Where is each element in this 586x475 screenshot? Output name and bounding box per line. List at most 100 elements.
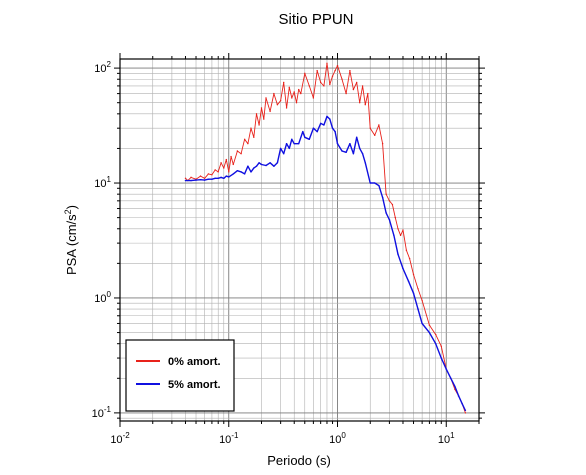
series-1-point bbox=[454, 385, 456, 388]
series-0-point bbox=[385, 193, 387, 195]
series-0-point bbox=[334, 69, 336, 72]
series-1-point bbox=[236, 170, 239, 172]
series-0-point bbox=[336, 64, 339, 67]
series-0-point bbox=[269, 110, 271, 113]
series-0-point bbox=[243, 138, 246, 141]
series-1-point bbox=[326, 115, 328, 118]
series-1-point bbox=[402, 267, 404, 270]
series-1-point bbox=[440, 357, 442, 359]
series-1-point bbox=[291, 138, 293, 141]
series-1-point bbox=[352, 152, 355, 155]
series-0-point bbox=[308, 85, 310, 87]
y-tick-label-base: 10 bbox=[94, 63, 106, 75]
series-0-point bbox=[240, 152, 242, 155]
series-1-point bbox=[388, 218, 391, 221]
series-1-point bbox=[279, 147, 282, 150]
series-0-point bbox=[228, 171, 230, 173]
series-0-point bbox=[374, 134, 376, 137]
series-line-1 bbox=[185, 115, 467, 411]
series-0-point bbox=[282, 81, 285, 84]
series-0-point bbox=[388, 200, 391, 202]
series-1-point bbox=[253, 167, 255, 169]
series-1-point bbox=[412, 292, 415, 294]
series-0-point bbox=[394, 216, 397, 219]
y-tick-label-exponent: 1 bbox=[107, 175, 112, 184]
series-0-point bbox=[329, 83, 331, 86]
series-0-point bbox=[352, 88, 355, 91]
series-0-point bbox=[265, 97, 267, 99]
series-line-0 bbox=[185, 62, 466, 414]
series-0-point bbox=[355, 81, 358, 84]
series-1-point bbox=[288, 147, 290, 150]
series-0-point bbox=[316, 69, 318, 72]
y-tick-label-base: 10 bbox=[92, 408, 104, 420]
series-1-point bbox=[302, 130, 304, 133]
series-0-point bbox=[378, 124, 380, 126]
series-1-point bbox=[361, 152, 364, 155]
legend-label-0: 0% amort. bbox=[168, 356, 221, 368]
legend: 0% amort. 5% amort. bbox=[125, 339, 235, 412]
series-1-point bbox=[255, 165, 258, 167]
series-0-point bbox=[361, 85, 364, 87]
series-0-point bbox=[359, 101, 361, 104]
series-1-point bbox=[364, 162, 366, 164]
x-axis-label: Periodo (s) bbox=[267, 453, 331, 468]
series-0-point bbox=[211, 174, 213, 176]
series-1-point bbox=[228, 176, 230, 178]
series-1-point bbox=[374, 182, 376, 184]
series-0-point bbox=[391, 203, 394, 206]
x-axis: 10-2 10-1 100 101 bbox=[110, 53, 480, 446]
series-0-point bbox=[428, 324, 431, 326]
series-1-point bbox=[265, 164, 267, 167]
series-1-point bbox=[260, 163, 263, 166]
series-0-point bbox=[369, 127, 371, 129]
x-tick-label: 10-1 bbox=[219, 431, 239, 446]
series-1-point bbox=[250, 171, 252, 173]
series-0-point bbox=[408, 257, 411, 260]
series-0-point bbox=[258, 124, 260, 126]
y-tick-label: 101 bbox=[94, 175, 111, 190]
y-axis-label-sup: 2 bbox=[63, 209, 73, 214]
series-1-point bbox=[225, 175, 228, 177]
series-0-point bbox=[341, 78, 343, 80]
series-1-point bbox=[247, 165, 249, 167]
series-1-point bbox=[190, 179, 192, 182]
series-0-point bbox=[326, 62, 328, 65]
y-tick-label-base: 10 bbox=[94, 293, 106, 305]
series-1-point bbox=[195, 179, 197, 181]
y-tick-label: 100 bbox=[94, 290, 111, 305]
series-0-point bbox=[255, 113, 258, 115]
series-1-point bbox=[345, 151, 347, 154]
series-1-point bbox=[407, 280, 410, 282]
series-1-point bbox=[276, 162, 279, 164]
series-1-point bbox=[285, 142, 288, 145]
series-1-point bbox=[435, 342, 437, 345]
series-0-point bbox=[399, 234, 402, 237]
series-1-point bbox=[232, 173, 234, 175]
x-tick-label-base: 10 bbox=[110, 434, 122, 446]
series-0-point bbox=[207, 173, 210, 175]
series-1-point bbox=[323, 124, 325, 126]
series-0-point bbox=[190, 176, 192, 179]
series-0-point bbox=[285, 107, 288, 109]
series-0-point bbox=[412, 273, 415, 276]
series-1-point bbox=[378, 184, 380, 187]
series-0-point bbox=[276, 104, 279, 106]
series-0-point bbox=[300, 92, 302, 95]
series-1-point bbox=[397, 253, 399, 255]
series-1-point bbox=[341, 150, 343, 152]
series-1-point bbox=[464, 409, 467, 412]
series-0-point bbox=[364, 104, 366, 106]
y-axis-label: PSA (cm/s2) bbox=[63, 205, 79, 275]
series-0-point bbox=[298, 88, 300, 91]
series-1-point bbox=[316, 130, 318, 133]
series-0-point bbox=[273, 92, 275, 95]
series-1-point bbox=[240, 171, 242, 173]
series-0-point bbox=[291, 97, 293, 99]
x-tick-label-base: 10 bbox=[219, 434, 231, 446]
y-tick-label-exponent: 0 bbox=[107, 290, 112, 299]
series-0-point bbox=[230, 155, 232, 158]
series-1-point bbox=[243, 173, 246, 175]
series-0-point bbox=[223, 167, 225, 169]
